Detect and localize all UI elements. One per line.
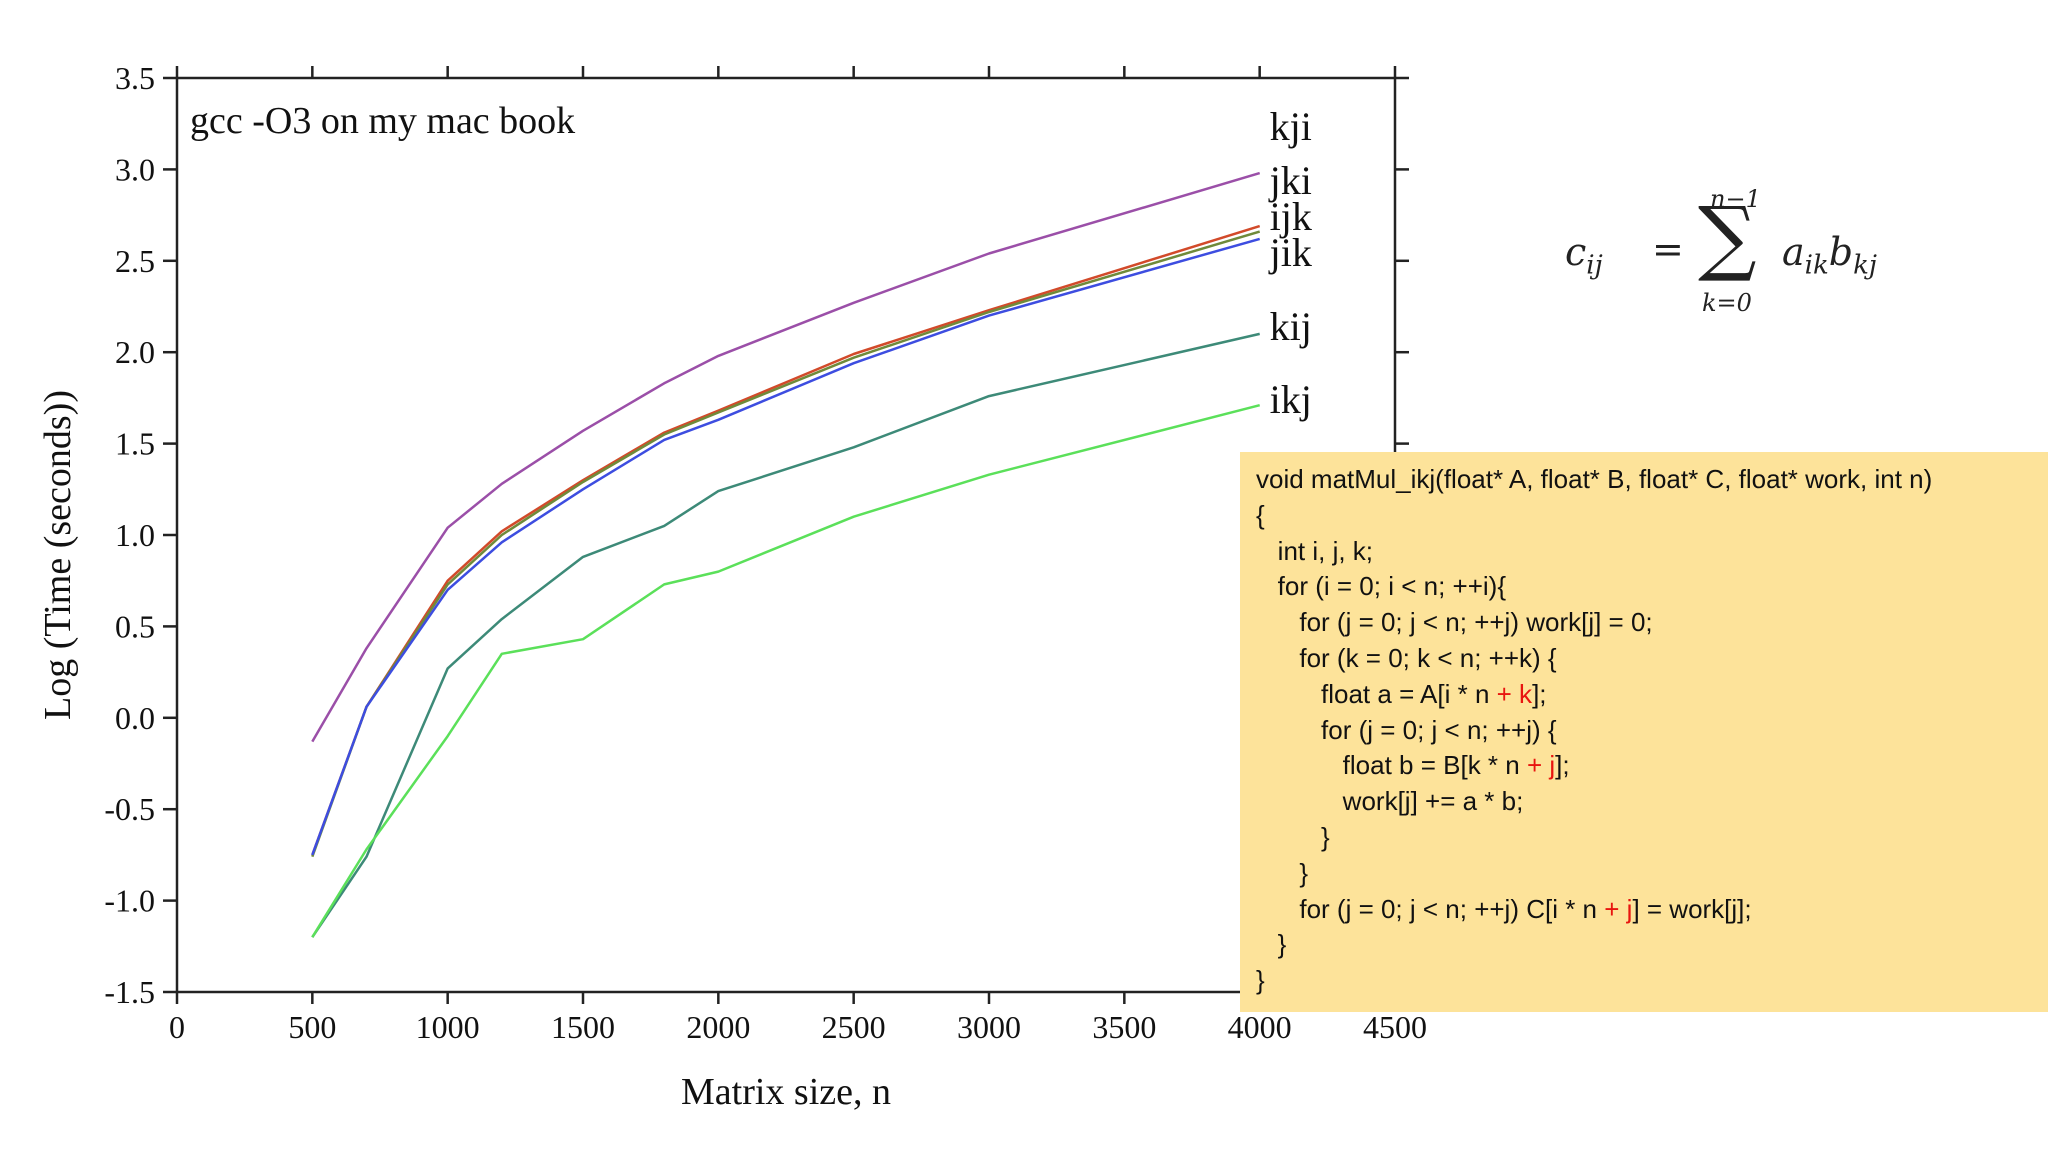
code-text: }	[1256, 965, 1265, 996]
code-text: for (j = 0; j < n; ++j) C[i * n	[1256, 893, 1605, 924]
chart-series	[311, 171, 1261, 938]
y-tick-label: 2.0	[115, 334, 155, 370]
code-line: for (j = 0; j < n; ++j) {	[1256, 713, 2048, 749]
code-text: work[j] += a * b;	[1256, 786, 1524, 817]
x-tick-label: 4500	[1363, 1009, 1427, 1045]
code-text: void matMul_ikj(float* A, float* B, floa…	[1256, 464, 1933, 494]
code-text: }	[1256, 857, 1309, 888]
x-tick-label: 2000	[686, 1009, 750, 1045]
code-text: for (j = 0; j < n; ++j) {	[1256, 714, 1557, 745]
code-text: for (j = 0; j < n; ++j) work[j] = 0;	[1256, 607, 1653, 638]
y-tick-label: -0.5	[104, 791, 155, 827]
series-line-kij	[311, 332, 1260, 938]
y-tick-label: 1.0	[115, 517, 155, 553]
code-text: int i, j, k;	[1256, 535, 1374, 566]
x-tick-label: 4000	[1228, 1009, 1292, 1045]
code-highlight: + k	[1496, 678, 1533, 709]
x-tick-label: 1000	[416, 1009, 480, 1045]
y-tick-label: 3.0	[115, 151, 155, 187]
series-label-kij: kij	[1270, 304, 1312, 349]
code-text: for (i = 0; i < n; ++i){	[1256, 571, 1507, 602]
code-highlight: + j	[1526, 750, 1556, 781]
series-label-jik: jik	[1268, 230, 1312, 275]
code-line: for (j = 0; j < n; ++j) C[i * n + j] = w…	[1256, 892, 2048, 928]
y-tick-label: 2.5	[115, 243, 155, 279]
x-tick-label: 1500	[551, 1009, 615, 1045]
code-line: }	[1256, 820, 2048, 856]
sum-symbol: ∑	[1698, 190, 1757, 285]
code-highlight: + j	[1604, 893, 1633, 924]
y-tick-label: -1.0	[104, 883, 155, 919]
code-text: float a = A[i * n	[1256, 678, 1497, 709]
code-line: }	[1256, 927, 2048, 963]
code-text: {	[1256, 499, 1265, 530]
code-line: work[j] += a * b;	[1256, 784, 2048, 820]
code-line: for (k = 0; k < n; ++k) {	[1256, 641, 2048, 677]
x-tick-label: 2500	[822, 1009, 886, 1045]
code-text: for (k = 0; k < n; ++k) {	[1256, 642, 1557, 673]
code-line: }	[1256, 963, 2048, 999]
plot-frame	[175, 76, 1397, 994]
series-line-jik	[311, 237, 1261, 856]
code-line: for (i = 0; i < n; ++i){	[1256, 569, 2048, 605]
y-tick-label: -1.5	[104, 974, 155, 1010]
chart-title: gcc -O3 on my mac book	[190, 100, 575, 142]
code-text: }	[1256, 929, 1287, 960]
code-line: }	[1256, 856, 2048, 892]
y-tick-label: 3.5	[115, 60, 155, 96]
x-tick-label: 500	[288, 1009, 336, 1045]
formula-upper-limit: n−1	[1710, 185, 1761, 213]
code-text: ];	[1555, 750, 1570, 781]
series-label-ijk: ijk	[1270, 194, 1312, 239]
formula-equals: =	[1652, 227, 1684, 271]
code-text: float b = B[k * n	[1256, 750, 1527, 781]
code-line: {	[1256, 498, 2048, 534]
code-line: for (j = 0; j < n; ++j) work[j] = 0;	[1256, 605, 2048, 641]
x-tick-label: 0	[169, 1009, 185, 1045]
y-tick-label: 0.0	[115, 700, 155, 736]
code-line: float a = A[i * n + k];	[1256, 677, 2048, 713]
x-tick-label: 3000	[957, 1009, 1021, 1045]
series-label-kji: kji	[1270, 104, 1312, 149]
y-axis-title: Log (Time (seconds))	[37, 390, 79, 720]
code-line: float b = B[k * n + j];	[1256, 748, 2048, 784]
chart-axes: 0 500 1000 1500 2000 2500 3000 3500 4000 4500 3.5 3…	[104, 60, 1427, 1045]
code-text: ] = work[j];	[1632, 893, 1752, 924]
code-line: void matMul_ikj(float* A, float* B, floa…	[1256, 462, 2048, 498]
y-tick-label: 1.5	[115, 426, 155, 462]
series-line-kji	[311, 171, 1261, 743]
matrix-product-formula: cij = n−1 ∑ k=0 aikbkj	[1560, 185, 1880, 317]
code-line: int i, j, k;	[1256, 534, 2048, 570]
x-axis-title: Matrix size, n	[681, 1071, 891, 1113]
series-line-ijk	[311, 230, 1261, 858]
formula-lhs: cij	[1565, 230, 1603, 281]
code-text: }	[1256, 821, 1330, 852]
series-label-ikj: ikj	[1270, 377, 1312, 422]
series-line-ikj	[311, 403, 1261, 938]
x-tick-label: 3500	[1092, 1009, 1156, 1045]
code-text: ];	[1532, 678, 1547, 709]
y-tick-label: 0.5	[115, 608, 155, 644]
formula-rhs: aikbkj	[1782, 230, 1877, 281]
formula-lower-limit: k=0	[1702, 289, 1752, 317]
series-line-jki	[311, 224, 1261, 856]
series-label-jki: jki	[1268, 158, 1312, 203]
code-snippet-box: void matMul_ikj(float* A, float* B, floa…	[1240, 452, 2048, 1012]
